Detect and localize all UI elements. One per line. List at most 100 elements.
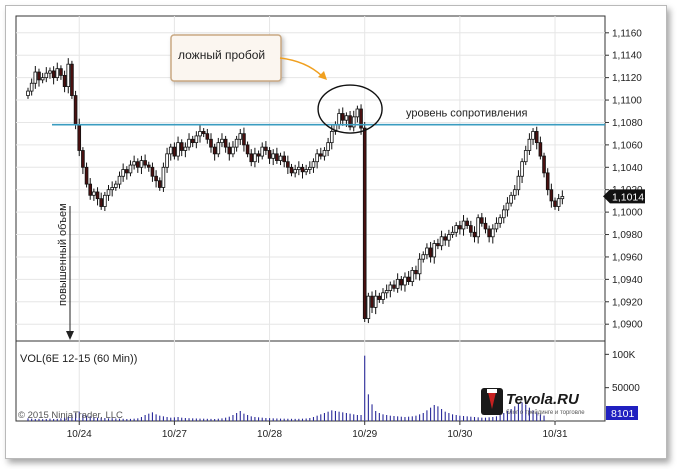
price-tick-label: 1,1000 xyxy=(612,208,643,219)
price-volume-chart: 1,1160 1,1140 1,1120 1,1100 1,1080 1,1060 1,10… xyxy=(15,15,645,440)
copyright-text: © 2015 NinjaTrader, LLC xyxy=(18,410,123,421)
candle-up xyxy=(121,169,125,177)
candle-up xyxy=(194,135,199,144)
candle-down xyxy=(51,70,56,79)
candle-up xyxy=(33,71,38,84)
candle-down xyxy=(77,124,82,151)
candle-up xyxy=(366,295,371,319)
candle-down xyxy=(190,138,195,144)
candle-up xyxy=(26,90,30,96)
candle-up xyxy=(92,191,96,196)
candle-up xyxy=(216,142,221,155)
candle-up xyxy=(55,68,60,79)
false-breakout-ellipse xyxy=(317,84,383,134)
candle-down xyxy=(201,131,206,135)
candle-down xyxy=(538,142,543,157)
callout-label: ложный пробой xyxy=(178,48,265,62)
candle-up xyxy=(297,166,301,170)
candle-down xyxy=(212,146,217,155)
candle-down xyxy=(84,166,89,185)
candle-down xyxy=(37,71,41,81)
candle-down xyxy=(318,153,323,157)
candle-down xyxy=(73,95,78,126)
candle-down xyxy=(99,198,103,207)
candle-up xyxy=(403,276,407,286)
current-price-marker: 1,1014 xyxy=(603,189,645,204)
candle-up xyxy=(29,82,34,92)
candle-up xyxy=(476,217,480,238)
candle-up xyxy=(560,196,565,200)
resistance-label: уровень сопротивления xyxy=(406,108,528,120)
candle-up xyxy=(187,138,191,148)
candle-up xyxy=(432,243,437,258)
volume-panel-title: VOL(6E 12-15 (60 Min)) xyxy=(20,353,137,365)
candle-up xyxy=(238,133,243,140)
candle-down xyxy=(154,175,158,182)
candle-up xyxy=(168,146,173,155)
candle-down xyxy=(340,113,345,121)
candle-down xyxy=(377,295,382,300)
candle-down xyxy=(264,146,268,151)
price-tick-label: 1,1120 xyxy=(612,73,642,84)
candle-down xyxy=(146,164,151,168)
candle-down xyxy=(549,189,554,202)
candle-down xyxy=(62,74,67,88)
candle-up xyxy=(278,155,283,161)
candle-down xyxy=(249,153,254,163)
candle-up xyxy=(516,175,521,191)
candle-down xyxy=(469,225,473,233)
candle-up xyxy=(417,258,422,275)
candle-up xyxy=(114,183,118,188)
candle-up xyxy=(110,187,114,191)
candle-down xyxy=(428,247,433,258)
candle-up xyxy=(454,225,459,233)
candle-down xyxy=(359,108,363,129)
candlestick-series xyxy=(26,58,565,324)
price-tick-label: 1,0920 xyxy=(612,297,643,308)
chart-frame: 1,1160 1,1140 1,1120 1,1100 1,1080 1,1060 1,10… xyxy=(5,5,667,459)
price-tick-label: 1,0960 xyxy=(612,252,643,263)
price-tick-label: 1,1100 xyxy=(612,96,642,107)
candle-down xyxy=(553,200,557,207)
candle-down xyxy=(458,225,462,230)
candle-down xyxy=(157,180,162,188)
candle-down xyxy=(59,68,63,76)
candle-up xyxy=(293,169,297,174)
time-tick-label: 10/31 xyxy=(543,429,568,440)
candle-up xyxy=(509,194,513,204)
candle-down xyxy=(545,172,550,191)
callout-arrowhead xyxy=(318,71,327,80)
candle-down xyxy=(242,133,246,146)
candle-up xyxy=(439,236,444,247)
candle-up xyxy=(234,138,239,148)
candle-down xyxy=(81,150,85,168)
candle-down xyxy=(348,115,352,128)
time-tick-label: 10/27 xyxy=(162,429,187,440)
candle-up xyxy=(520,161,524,177)
candle-up xyxy=(344,115,349,121)
candle-down xyxy=(406,276,411,283)
candle-up xyxy=(106,189,111,196)
candle-down xyxy=(480,217,484,224)
candle-down xyxy=(483,222,488,230)
candle-down xyxy=(267,150,272,159)
candle-up xyxy=(410,269,415,283)
time-axis: 10/24 10/27 10/28 10/29 10/30 10/31 xyxy=(67,421,568,440)
candle-down xyxy=(534,131,539,144)
volume-note-arrowhead xyxy=(66,331,74,340)
candle-up xyxy=(304,169,308,173)
candle-up xyxy=(373,295,378,308)
candle-up xyxy=(556,198,561,207)
price-panel xyxy=(15,15,606,342)
time-tick-label: 10/29 xyxy=(352,429,377,440)
candle-up xyxy=(315,153,319,163)
candle-down xyxy=(205,133,210,140)
candle-up xyxy=(253,153,257,163)
candle-down xyxy=(286,161,290,168)
candle-down xyxy=(245,144,250,155)
candle-up xyxy=(128,164,133,174)
candle-up xyxy=(523,150,528,163)
false-breakout-callout: ложный пробой xyxy=(170,34,282,82)
candle-down xyxy=(179,142,184,151)
candle-up xyxy=(447,234,451,241)
